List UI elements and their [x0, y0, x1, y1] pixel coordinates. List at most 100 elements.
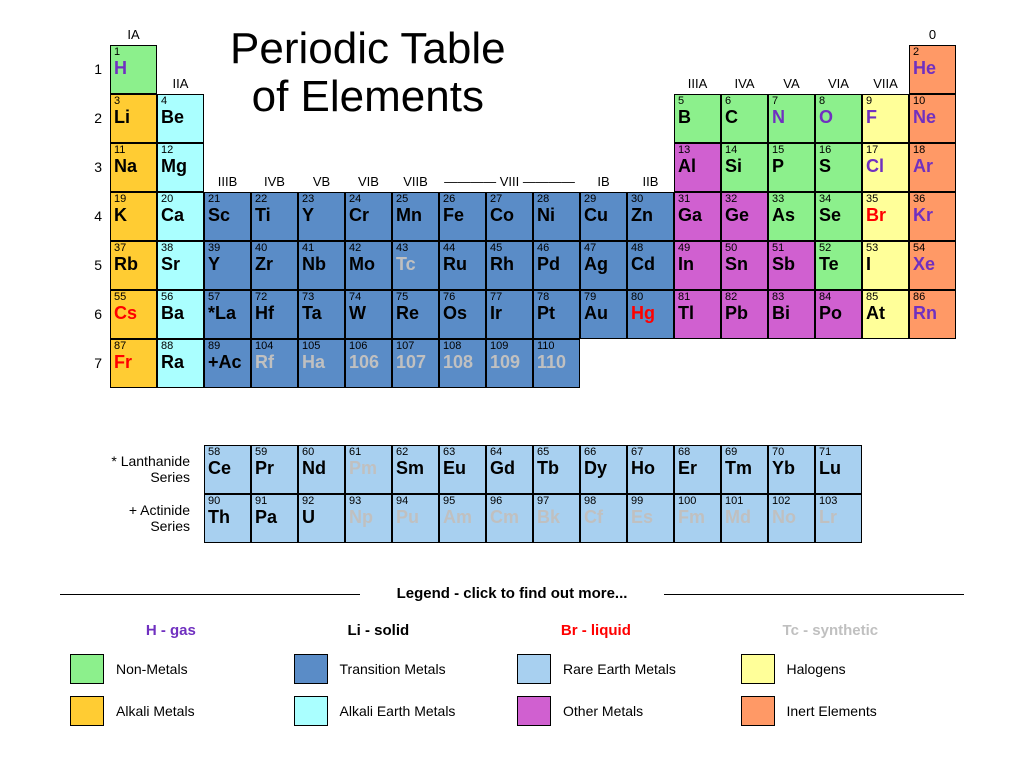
element-cell[interactable]: 95Am: [439, 494, 486, 543]
element-cell[interactable]: 80Hg: [627, 290, 674, 339]
legend-category[interactable]: Other Metals: [517, 696, 731, 726]
element-cell[interactable]: 31Ga: [674, 192, 721, 241]
element-cell[interactable]: 60Nd: [298, 445, 345, 494]
element-cell[interactable]: 34Se: [815, 192, 862, 241]
element-cell[interactable]: 52Te: [815, 241, 862, 290]
element-cell[interactable]: 3Li: [110, 94, 157, 143]
element-cell[interactable]: 38Sr: [157, 241, 204, 290]
element-cell[interactable]: 57*La: [204, 290, 251, 339]
element-cell[interactable]: 81Tl: [674, 290, 721, 339]
element-cell[interactable]: 26Fe: [439, 192, 486, 241]
element-cell[interactable]: 9F: [862, 94, 909, 143]
legend-state[interactable]: Tc - synthetic: [783, 622, 879, 639]
element-cell[interactable]: 28Ni: [533, 192, 580, 241]
legend-state[interactable]: Li - solid: [348, 622, 410, 639]
element-cell[interactable]: 109109: [486, 339, 533, 388]
element-cell[interactable]: 49In: [674, 241, 721, 290]
element-cell[interactable]: 102No: [768, 494, 815, 543]
legend-category[interactable]: Rare Earth Metals: [517, 654, 731, 684]
element-cell[interactable]: 71Lu: [815, 445, 862, 494]
legend-category[interactable]: Non-Metals: [70, 654, 284, 684]
element-cell[interactable]: 25Mn: [392, 192, 439, 241]
element-cell[interactable]: 14Si: [721, 143, 768, 192]
element-cell[interactable]: 107107: [392, 339, 439, 388]
element-cell[interactable]: 63Eu: [439, 445, 486, 494]
element-cell[interactable]: 103Lr: [815, 494, 862, 543]
element-cell[interactable]: 6C: [721, 94, 768, 143]
element-cell[interactable]: 75Re: [392, 290, 439, 339]
element-cell[interactable]: 105Ha: [298, 339, 345, 388]
element-cell[interactable]: 72Hf: [251, 290, 298, 339]
element-cell[interactable]: 30Zn: [627, 192, 674, 241]
element-cell[interactable]: 62Sm: [392, 445, 439, 494]
element-cell[interactable]: 94Pu: [392, 494, 439, 543]
element-cell[interactable]: 106106: [345, 339, 392, 388]
element-cell[interactable]: 2He: [909, 45, 956, 94]
element-cell[interactable]: 4Be: [157, 94, 204, 143]
element-cell[interactable]: 97Bk: [533, 494, 580, 543]
element-cell[interactable]: 5B: [674, 94, 721, 143]
element-cell[interactable]: 51Sb: [768, 241, 815, 290]
element-cell[interactable]: 12Mg: [157, 143, 204, 192]
element-cell[interactable]: 79Au: [580, 290, 627, 339]
element-cell[interactable]: 86Rn: [909, 290, 956, 339]
element-cell[interactable]: 43Tc: [392, 241, 439, 290]
element-cell[interactable]: 76Os: [439, 290, 486, 339]
legend-state[interactable]: H - gas: [146, 622, 196, 639]
element-cell[interactable]: 84Po: [815, 290, 862, 339]
element-cell[interactable]: 92U: [298, 494, 345, 543]
element-cell[interactable]: 23Y: [298, 192, 345, 241]
element-cell[interactable]: 73Ta: [298, 290, 345, 339]
element-cell[interactable]: 50Sn: [721, 241, 768, 290]
element-cell[interactable]: 8O: [815, 94, 862, 143]
element-cell[interactable]: 61Pm: [345, 445, 392, 494]
element-cell[interactable]: 36Kr: [909, 192, 956, 241]
element-cell[interactable]: 64Gd: [486, 445, 533, 494]
element-cell[interactable]: 47Ag: [580, 241, 627, 290]
element-cell[interactable]: 83Bi: [768, 290, 815, 339]
element-cell[interactable]: 1H: [110, 45, 157, 94]
element-cell[interactable]: 33As: [768, 192, 815, 241]
element-cell[interactable]: 56Ba: [157, 290, 204, 339]
element-cell[interactable]: 90Th: [204, 494, 251, 543]
element-cell[interactable]: 18Ar: [909, 143, 956, 192]
element-cell[interactable]: 85At: [862, 290, 909, 339]
element-cell[interactable]: 29Cu: [580, 192, 627, 241]
element-cell[interactable]: 93Np: [345, 494, 392, 543]
element-cell[interactable]: 10Ne: [909, 94, 956, 143]
element-cell[interactable]: 68Er: [674, 445, 721, 494]
element-cell[interactable]: 46Pd: [533, 241, 580, 290]
element-cell[interactable]: 45Rh: [486, 241, 533, 290]
element-cell[interactable]: 48Cd: [627, 241, 674, 290]
element-cell[interactable]: 99Es: [627, 494, 674, 543]
element-cell[interactable]: 16S: [815, 143, 862, 192]
element-cell[interactable]: 20Ca: [157, 192, 204, 241]
element-cell[interactable]: 53I: [862, 241, 909, 290]
element-cell[interactable]: 69Tm: [721, 445, 768, 494]
element-cell[interactable]: 108108: [439, 339, 486, 388]
element-cell[interactable]: 55Cs: [110, 290, 157, 339]
legend-category[interactable]: Halogens: [741, 654, 955, 684]
element-cell[interactable]: 78Pt: [533, 290, 580, 339]
legend-category[interactable]: Inert Elements: [741, 696, 955, 726]
element-cell[interactable]: 15P: [768, 143, 815, 192]
element-cell[interactable]: 65Tb: [533, 445, 580, 494]
element-cell[interactable]: 41Nb: [298, 241, 345, 290]
element-cell[interactable]: 91Pa: [251, 494, 298, 543]
element-cell[interactable]: 42Mo: [345, 241, 392, 290]
element-cell[interactable]: 88Ra: [157, 339, 204, 388]
element-cell[interactable]: 74W: [345, 290, 392, 339]
element-cell[interactable]: 32Ge: [721, 192, 768, 241]
element-cell[interactable]: 89+Ac: [204, 339, 251, 388]
element-cell[interactable]: 66Dy: [580, 445, 627, 494]
element-cell[interactable]: 13Al: [674, 143, 721, 192]
element-cell[interactable]: 7N: [768, 94, 815, 143]
element-cell[interactable]: 40Zr: [251, 241, 298, 290]
legend-category[interactable]: Alkali Metals: [70, 696, 284, 726]
element-cell[interactable]: 24Cr: [345, 192, 392, 241]
element-cell[interactable]: 27Co: [486, 192, 533, 241]
element-cell[interactable]: 110110: [533, 339, 580, 388]
element-cell[interactable]: 82Pb: [721, 290, 768, 339]
element-cell[interactable]: 21Sc: [204, 192, 251, 241]
element-cell[interactable]: 96Cm: [486, 494, 533, 543]
